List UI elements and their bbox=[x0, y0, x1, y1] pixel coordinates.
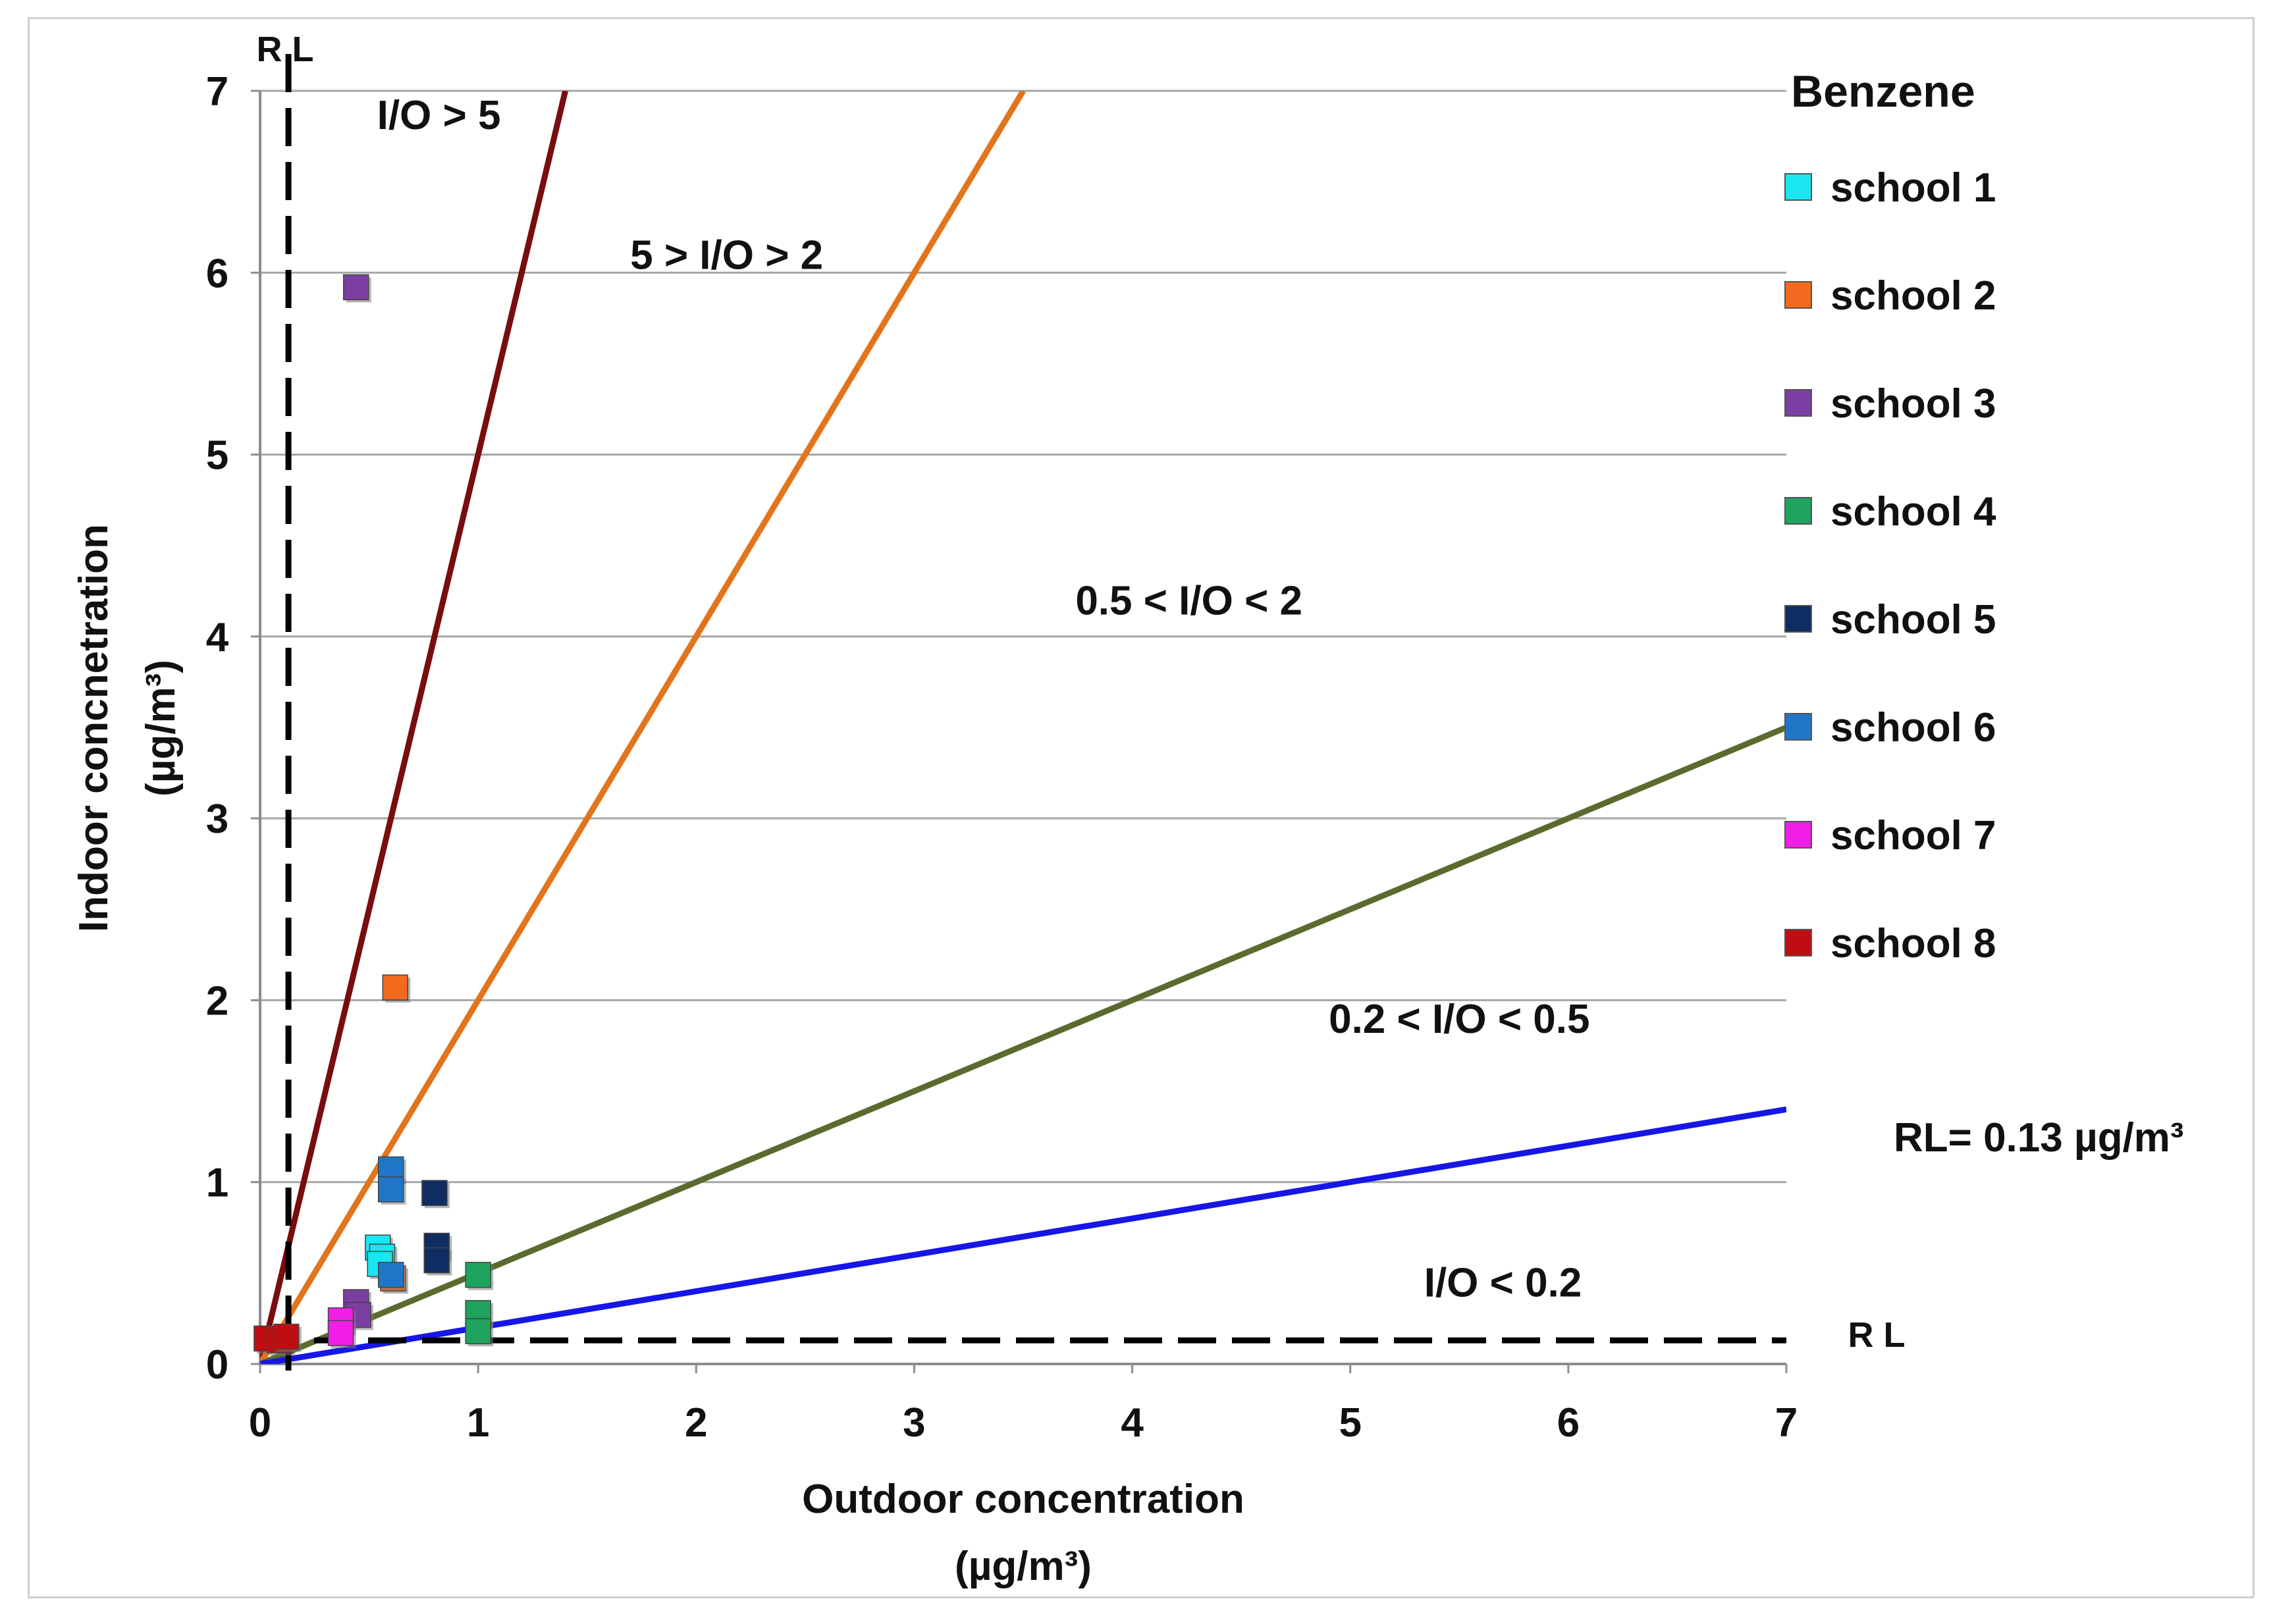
x-axis-unit: (µg/m³) bbox=[955, 1544, 1092, 1589]
legend-label-school-6: school 6 bbox=[1830, 705, 1996, 750]
rl-marker-right: R L bbox=[1848, 1315, 1906, 1355]
legend-swatch-school-7 bbox=[1784, 821, 1812, 849]
region-label: I/O > 5 bbox=[377, 93, 501, 138]
x-axis-title: Outdoor concentration bbox=[802, 1477, 1244, 1522]
legend-label-school-1: school 1 bbox=[1830, 165, 1996, 211]
legend-swatch-school-8 bbox=[1784, 929, 1812, 956]
legend-title: Benzene bbox=[1791, 66, 1975, 117]
legend-label-school-4: school 4 bbox=[1830, 489, 1996, 535]
y-tick-label: 6 bbox=[206, 251, 228, 296]
region-label: 5 > I/O > 2 bbox=[630, 233, 823, 278]
y-axis-unit: (µg/m³) bbox=[138, 660, 184, 797]
y-tick-label: 5 bbox=[206, 433, 228, 479]
x-tick-label: 3 bbox=[903, 1400, 925, 1446]
data-point-school-8 bbox=[273, 1323, 300, 1350]
legend-swatch-school-6 bbox=[1784, 713, 1812, 741]
reference-line-io-2 bbox=[260, 91, 1026, 1364]
y-tick-label: 7 bbox=[206, 69, 228, 115]
x-tick-label: 0 bbox=[249, 1400, 271, 1446]
x-tick-label: 1 bbox=[467, 1400, 489, 1446]
legend-swatch-school-5 bbox=[1784, 605, 1812, 633]
legend-swatch-school-1 bbox=[1784, 173, 1812, 201]
legend-label-school-7: school 7 bbox=[1830, 813, 1996, 858]
data-point-school-5 bbox=[421, 1180, 448, 1207]
data-point-school-6 bbox=[377, 1261, 404, 1288]
legend-swatch-school-4 bbox=[1784, 497, 1812, 525]
data-point-school-2 bbox=[382, 974, 409, 1001]
y-axis-title: Indoor concnetration bbox=[71, 524, 117, 932]
region-label: 0.5 < I/O < 2 bbox=[1075, 579, 1302, 624]
data-point-school-3 bbox=[342, 274, 369, 301]
x-tick-label: 7 bbox=[1775, 1400, 1798, 1446]
x-tick-label: 2 bbox=[685, 1400, 707, 1446]
reference-line-io-0.5 bbox=[260, 724, 1786, 1364]
data-point-school-6 bbox=[377, 1176, 404, 1203]
y-tick-label: 1 bbox=[206, 1161, 228, 1206]
region-label: I/O < 0.2 bbox=[1424, 1261, 1582, 1306]
reference-line-io-5 bbox=[260, 91, 568, 1364]
x-tick-label: 4 bbox=[1121, 1400, 1144, 1446]
legend-label-school-5: school 5 bbox=[1830, 597, 1996, 642]
chart-frame bbox=[28, 17, 2255, 1598]
legend-label-school-8: school 8 bbox=[1830, 921, 1996, 966]
rl-value-label: RL= 0.13 µg/m³ bbox=[1894, 1115, 2184, 1161]
data-point-school-4 bbox=[465, 1261, 491, 1288]
data-point-school-4 bbox=[465, 1318, 491, 1345]
rl-marker-top: R L bbox=[257, 30, 314, 69]
data-point-school-5 bbox=[423, 1247, 450, 1274]
y-tick-label: 2 bbox=[206, 978, 228, 1024]
x-tick-label: 5 bbox=[1339, 1400, 1361, 1446]
x-tick-label: 6 bbox=[1557, 1400, 1580, 1446]
legend-swatch-school-2 bbox=[1784, 281, 1812, 309]
y-tick-label: 3 bbox=[206, 797, 228, 842]
region-label: 0.2 < I/O < 0.5 bbox=[1329, 997, 1589, 1042]
y-tick-label: 0 bbox=[206, 1342, 228, 1388]
y-tick-label: 4 bbox=[206, 615, 229, 660]
data-point-school-7 bbox=[327, 1320, 354, 1346]
legend-label-school-3: school 3 bbox=[1830, 381, 1996, 427]
reference-line-io-0.2 bbox=[260, 1106, 1786, 1364]
legend-swatch-school-3 bbox=[1784, 389, 1812, 417]
legend-label-school-2: school 2 bbox=[1830, 273, 1996, 319]
